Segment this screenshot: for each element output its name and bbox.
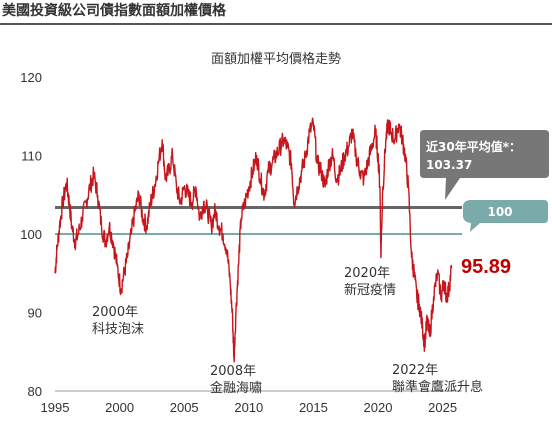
average-callout-value: 103.37: [426, 158, 472, 172]
y-tick-label: 120: [20, 70, 42, 85]
x-tick-label: 2020: [364, 400, 393, 415]
x-tick-label: 2005: [170, 400, 199, 415]
annotation-2000-event: 科技泡沫: [92, 322, 144, 337]
title-divider: [0, 23, 552, 25]
annotation-2008-year: 2008年: [210, 364, 256, 379]
annotation-2020-event: 新冠疫情: [344, 282, 396, 298]
y-tick-label: 110: [21, 149, 42, 164]
page-title: 美國投資級公司債指數面額加權價格: [2, 3, 226, 19]
annotation-2022-year: 2022年: [392, 363, 438, 378]
annotation-2022-event: 聯準會鷹派升息: [392, 379, 483, 395]
y-tick-labels: 80 90 100 110 120: [20, 70, 42, 399]
x-tick-label: 2000: [105, 400, 134, 415]
x-tick-label: 2010: [234, 400, 263, 415]
series-line: [54, 117, 453, 363]
average-callout-label: 近30年平均值*：: [426, 139, 521, 154]
x-tick-label: 2015: [299, 400, 328, 415]
par-callout-box: [463, 200, 548, 232]
par-callout-value: 100: [487, 205, 512, 219]
annotation-2000-year: 2000年: [92, 305, 138, 320]
annotation-2008-event: 金融海嘯: [210, 380, 262, 396]
chart-title: 面額加權平均價格走勢: [210, 52, 341, 67]
par-callout: 100: [463, 200, 548, 232]
x-tick-labels: 1995 2000 2005 2010 2015 2020 2025: [41, 400, 458, 415]
x-tick-label: 2025: [428, 400, 457, 415]
average-callout: 近30年平均值*： 103.37: [420, 130, 549, 200]
last-value-label: 95.89: [461, 256, 511, 278]
average-callout-box: [420, 130, 549, 200]
y-tick-label: 100: [20, 227, 42, 242]
annotation-2020-year: 2020年: [344, 266, 390, 281]
y-tick-label: 80: [28, 384, 42, 399]
x-tick-label: 1995: [41, 400, 70, 415]
y-tick-label: 90: [28, 306, 42, 321]
